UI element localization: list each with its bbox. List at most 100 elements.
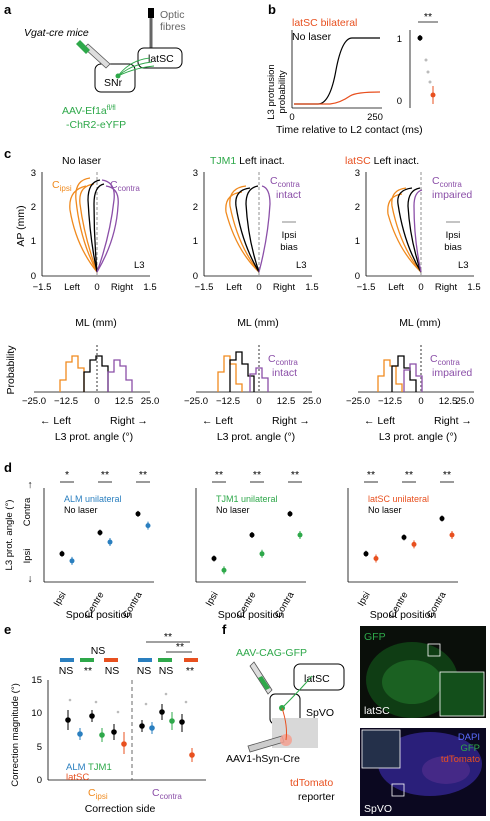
h3-xtick-2: 0 — [418, 396, 423, 407]
e-bar-latsc-contra — [184, 658, 198, 662]
histogram-latsc: Ccontra impaired −25.0 −12.5 0 12.5 25.0… — [346, 345, 474, 443]
f-spvo-img-label: SpVO — [364, 803, 392, 815]
h3-xtick-0: −25.0 — [346, 396, 370, 407]
c3-xtick-zero: 0 — [418, 282, 423, 293]
d-ylabel: L3 prot. angle (°) — [4, 500, 15, 571]
e-bar-latsc-ipsi — [104, 658, 118, 662]
e-ytick-15: 15 — [31, 675, 42, 686]
d-sig-label: ** — [215, 469, 223, 481]
panel-c: c No laser TJM1 Left inact. latSC Left i… — [4, 146, 481, 443]
d-sig-label: ** — [405, 469, 413, 481]
panel-f: f AAV-CAG-GFP latSC SpVO AAV1-hSyn-Cre t… — [222, 622, 486, 816]
panel-b: b latSC bilateral No laser L3 protrusion… — [266, 2, 438, 136]
h3-hist-ipsi — [377, 359, 403, 392]
d-legend-nolaser: No laser — [368, 505, 402, 515]
histogram-tjm1: Ccontra intact −25.0 −12.5 0 12.5 25.0 ←… — [184, 345, 321, 443]
h2-xtick-3: 12.5 — [277, 396, 296, 407]
c1-cipsi-label: Cipsi — [52, 179, 72, 193]
b-inset-gray-dot — [428, 80, 432, 84]
e-bar-tjm1-contra — [158, 658, 172, 662]
optic-label-2: fibres — [160, 21, 186, 33]
e-point — [89, 713, 95, 719]
d-point-laser — [297, 532, 303, 538]
f-gfp-label: GFP — [364, 631, 386, 643]
e-ytick-10: 10 — [31, 708, 42, 719]
b-xtick-0: 0 — [289, 112, 294, 123]
d-xtick: Ipsi — [356, 590, 373, 608]
c1-xtick-zero: 0 — [94, 282, 99, 293]
h1-xtick-1: −12.5 — [54, 396, 78, 407]
e-ytick-5: 5 — [37, 742, 42, 753]
f-reporter-1: tdTomato — [290, 777, 333, 789]
e-point — [65, 717, 71, 723]
e-ylabel: Correction magnitude (°) — [10, 683, 21, 787]
c1-trace-ipsi — [79, 183, 98, 273]
d-point-nolaser — [211, 556, 217, 561]
d-point-nolaser — [135, 511, 141, 517]
f-virus-label: AAV-CAG-GFP — [236, 647, 307, 659]
c1-trace-center — [93, 183, 105, 273]
projection-3 — [117, 65, 155, 77]
d-legend-nolaser: No laser — [216, 505, 250, 515]
e-ytick-0: 0 — [37, 775, 42, 786]
d-xlabel: Spout position — [66, 609, 133, 621]
h3-xtick-4: 25.0 — [456, 396, 475, 407]
optic-label-1: Optic — [160, 9, 185, 21]
h2-xtick-1: −12.5 — [216, 396, 240, 407]
f-latsc-label: latSC — [304, 673, 330, 685]
d-sig-label: * — [65, 469, 69, 481]
c2-trace-ipsi — [225, 191, 260, 273]
d-point-laser — [449, 532, 455, 538]
h1-xlabel: L3 prot. angle (°) — [55, 431, 133, 443]
c3-xtick-pos: 1.5 — [467, 282, 480, 293]
d-xtick: Ipsi — [204, 590, 221, 608]
e-gray-dot — [144, 702, 148, 706]
f-spvo-zoom-inset — [361, 729, 401, 769]
c3-trace-center — [407, 187, 422, 273]
b-inset-gray-dot — [426, 70, 430, 74]
e-bar-alm-contra — [138, 658, 152, 662]
e-ns-alm-contra: NS — [137, 665, 152, 677]
c3-xtick-right: Right — [435, 282, 458, 293]
c1-lick-label: L3 — [134, 260, 145, 271]
d-point-laser — [69, 558, 75, 564]
snr-region — [94, 63, 136, 93]
d-sig-label: ** — [291, 469, 299, 481]
c3-trace-center — [397, 187, 422, 273]
e-point — [179, 719, 185, 725]
c1-trace-ipsi — [75, 177, 98, 273]
c3-ccontra-label: Ccontra — [432, 175, 462, 189]
c1-trace-ipsi — [69, 185, 98, 273]
pipette-icon — [83, 43, 111, 69]
d-ipsi-label: Ipsi — [22, 549, 33, 564]
e-point — [121, 741, 127, 747]
d-point-laser — [411, 541, 417, 547]
f-latsc-roi — [427, 643, 441, 657]
legend-latsc-bilateral: latSC bilateral — [292, 17, 357, 29]
e-sig-bracket-2: ** — [176, 641, 184, 653]
f-gfp2-label: GFP — [460, 743, 480, 754]
no-laser-curve — [294, 37, 380, 105]
d-point-laser — [107, 539, 113, 545]
e-ns-tjm1-contra: NS — [159, 665, 174, 677]
c2-xtick-left: Left — [226, 282, 242, 293]
c2-ytick-2: 2 — [193, 202, 198, 213]
c1-ytick-2: 2 — [31, 202, 36, 213]
c3-lick-label: L3 — [458, 260, 469, 271]
b-ylabel-2: probability — [277, 70, 288, 114]
trajectory-plot-tjm1: 3 2 1 0 Ccontra intact Ipsi bias L3 −1.5… — [193, 168, 319, 329]
d-sig-label: ** — [367, 469, 375, 481]
h2-left: ← Left — [202, 415, 233, 427]
c3-xtick-left: Left — [388, 282, 404, 293]
c3-bias-1: Ipsi — [446, 230, 461, 241]
e-gray-dot — [116, 710, 120, 714]
e-point — [77, 731, 83, 737]
c1-ytick-1: 1 — [31, 236, 36, 247]
c3-xlabel: ML (mm) — [399, 317, 441, 329]
f-histology-latsc-image: GFP latSC — [360, 626, 486, 718]
h2-ccontra-label: Ccontra — [268, 353, 298, 367]
c1-trace-contra — [96, 179, 115, 273]
d-point-laser — [221, 567, 227, 573]
f-pipette-tip-icon — [258, 676, 270, 690]
